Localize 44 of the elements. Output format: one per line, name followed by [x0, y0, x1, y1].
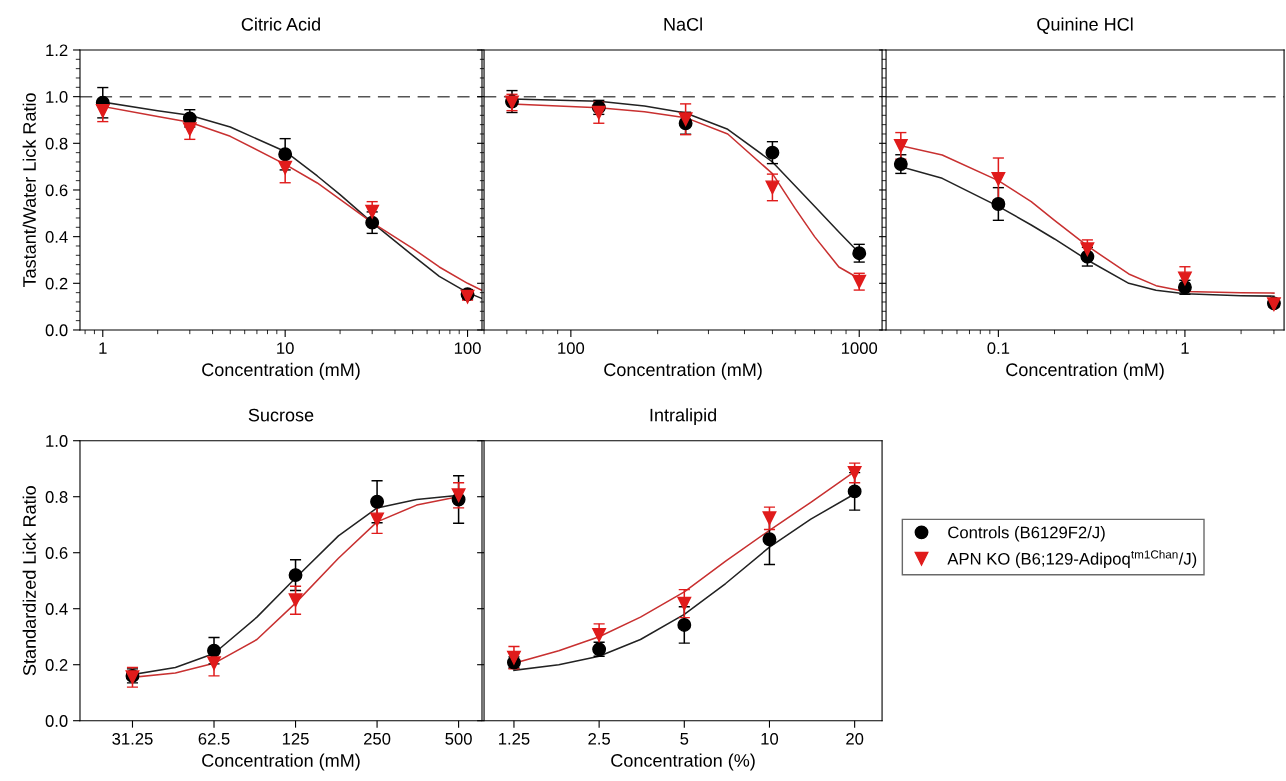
x-tick-label: 31.25: [112, 732, 153, 745]
x-tick-label: 1.25: [499, 732, 530, 745]
y-axis-title: Standardized Lick Ratio: [22, 486, 36, 676]
x-tick-label: 1: [1181, 342, 1189, 354]
y-tick-label: 0.6: [45, 547, 68, 559]
x-tick-label: 100: [454, 342, 481, 355]
y-tick-label: 0.0: [45, 715, 68, 727]
x-tick-label: 5: [680, 733, 689, 745]
x-tick-label: 250: [364, 732, 391, 745]
x-tick-label: 100: [558, 342, 585, 355]
x-tick-label: 2.5: [588, 732, 611, 745]
x-tick-label: 10: [761, 732, 779, 745]
x-tick-label: 20: [846, 732, 864, 745]
x-tick-label: 1: [99, 342, 107, 354]
x-axis-title: Concentration (mM): [202, 753, 360, 771]
y-tick-label: 0.8: [45, 137, 68, 150]
y-tick-label: 1.0: [46, 435, 68, 447]
chart-title: Citric Acid: [241, 17, 320, 31]
x-axis-title: Concentration (mM): [202, 362, 360, 380]
y-axis-title: Tastant/Water Lick Ratio: [22, 93, 36, 288]
x-axis-title: Concentration (mM): [604, 362, 762, 380]
y-tick-label: 0.0: [45, 324, 68, 337]
legend-label: Controls (B6129F2/J): [948, 526, 1105, 542]
y-tick-label: 0.4: [45, 603, 68, 615]
x-axis-title: Concentration (%): [611, 753, 755, 771]
legend-label: APN KO (B6;129-Adipoq$^{tm1Chan}$/J): [947, 549, 1197, 569]
y-tick-label: 1.0: [46, 91, 68, 103]
y-tick-label: 1.2: [46, 44, 68, 57]
x-tick-label: 10: [277, 342, 294, 355]
y-tick-label: 0.2: [45, 277, 68, 290]
x-tick-label: 0.1: [987, 342, 1010, 355]
y-tick-label: 0.8: [45, 491, 68, 503]
x-tick-label: 125: [282, 732, 309, 745]
chart-title: Sucrose: [248, 408, 314, 422]
y-tick-label: 0.2: [45, 659, 68, 671]
chart-title: Quinine HCl: [1037, 17, 1133, 34]
y-tick-label: 0.6: [45, 184, 68, 197]
x-tick-label: 500: [445, 732, 472, 745]
x-tick-label: 62.5: [198, 732, 230, 745]
chart-title: Intralipid: [650, 408, 717, 426]
chart-title: NaCl: [664, 17, 702, 31]
x-tick-label: 1000: [841, 342, 878, 355]
x-axis-title: Concentration (mM): [1006, 362, 1164, 380]
y-tick-label: 0.4: [45, 231, 68, 243]
